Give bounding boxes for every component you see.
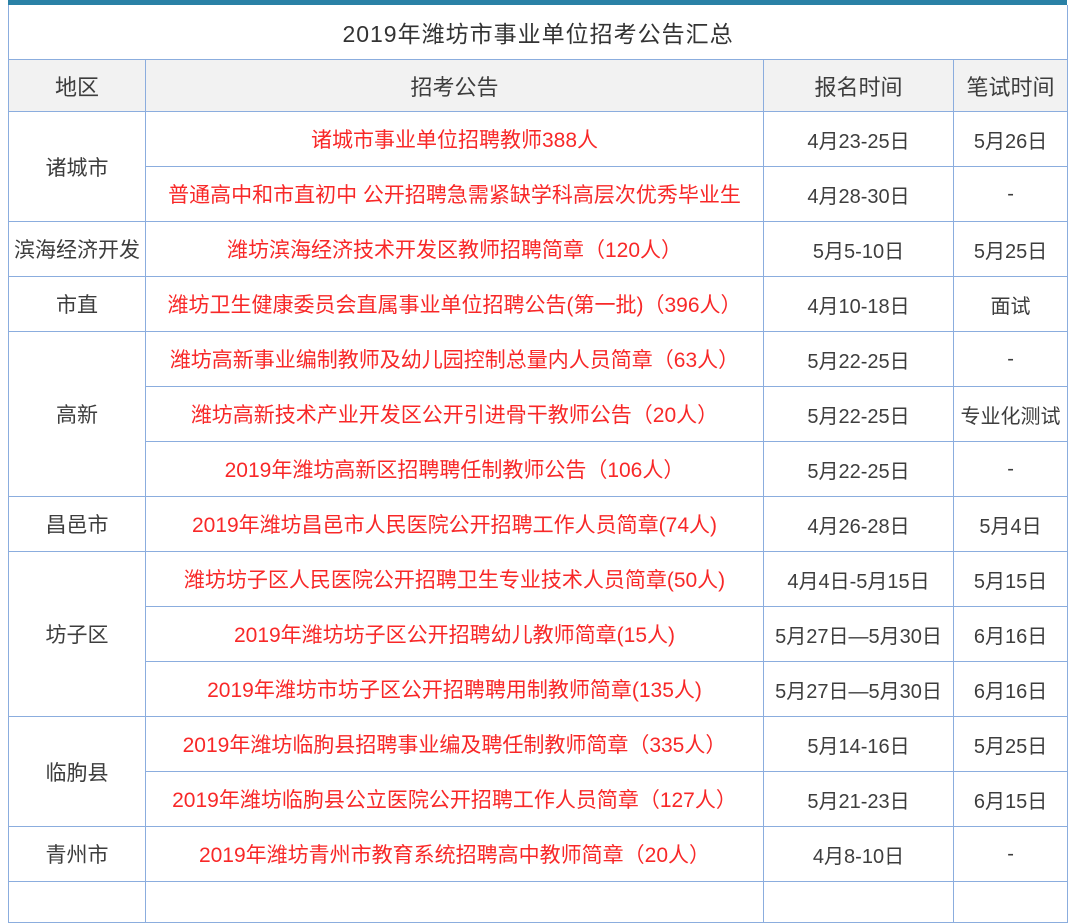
region-cell-gaoxin: 高新 xyxy=(8,331,146,497)
table-row: 青州市 2019年潍坊青州市教育系统招聘高中教师简章（20人） 4月8-10日 … xyxy=(8,826,1069,882)
signup-date: 4月23-25日 xyxy=(763,111,954,167)
announcement-link[interactable]: 潍坊坊子区人民医院公开招聘卫生专业技术人员简章(50人) xyxy=(145,551,764,607)
table-row-cutoff xyxy=(8,881,1069,923)
table-row: 诸城市 诸城市事业单位招聘教师388人 4月23-25日 5月26日 xyxy=(8,111,1069,222)
table-row: 2019年潍坊高新区招聘聘任制教师公告（106人） 5月22-25日 - xyxy=(9,441,1069,497)
recruitment-summary-table: 2019年潍坊市事业单位招考公告汇总 地区 招考公告 报名时间 笔试时间 诸城市… xyxy=(7,0,1069,923)
exam-date: 6月15日 xyxy=(952,771,1069,827)
table-row: 滨海经济开发 潍坊滨海经济技术开发区教师招聘简章（120人） 5月5-10日 5… xyxy=(8,221,1069,277)
announcement-link[interactable]: 诸城市事业单位招聘教师388人 xyxy=(145,111,764,167)
signup-date: 4月8-10日 xyxy=(763,826,954,882)
region-cell-shizhi: 市直 xyxy=(8,276,146,332)
region-cell-binhai: 滨海经济开发 xyxy=(8,221,146,277)
exam-date: 5月4日 xyxy=(952,496,1069,552)
announcement-link[interactable]: 2019年潍坊临朐县招聘事业编及聘任制教师简章（335人） xyxy=(145,716,764,772)
announcement-link[interactable]: 普通高中和市直初中 公开招聘急需紧缺学科高层次优秀毕业生 xyxy=(145,166,764,222)
exam-date: 专业化测试 xyxy=(952,386,1069,442)
signup-date: 5月21-23日 xyxy=(763,771,954,827)
announcement-link[interactable]: 2019年潍坊坊子区公开招聘幼儿教师简章(15人) xyxy=(145,606,764,662)
column-header-signup-time: 报名时间 xyxy=(763,59,954,112)
signup-date: 5月22-25日 xyxy=(763,441,954,497)
signup-date: 5月22-25日 xyxy=(763,331,954,387)
table-row: 坊子区 潍坊坊子区人民医院公开招聘卫生专业技术人员简章(50人) 4月4日-5月… xyxy=(8,551,1069,717)
signup-date: 4月10-18日 xyxy=(763,276,954,332)
table-row: 2019年潍坊临朐县公立医院公开招聘工作人员简章（127人） 5月21-23日 … xyxy=(9,771,1069,827)
table-row: 普通高中和市直初中 公开招聘急需紧缺学科高层次优秀毕业生 4月28-30日 - xyxy=(9,166,1069,222)
signup-date: 5月14-16日 xyxy=(763,716,954,772)
page-title: 2019年潍坊市事业单位招考公告汇总 xyxy=(7,5,1069,60)
announcement-link[interactable]: 2019年潍坊临朐县公立医院公开招聘工作人员简章（127人） xyxy=(145,771,764,827)
exam-date: 面试 xyxy=(952,276,1069,332)
table-row: 潍坊高新技术产业开发区公开引进骨干教师公告（20人） 5月22-25日 专业化测… xyxy=(9,386,1069,442)
region-cell-changyi: 昌邑市 xyxy=(8,496,146,552)
empty-cell xyxy=(952,881,1069,923)
region-cell-linqu: 临朐县 xyxy=(8,716,146,827)
signup-date: 5月27日—5月30日 xyxy=(763,661,954,717)
table-row: 2019年潍坊市坊子区公开招聘聘用制教师简章(135人) 5月27日—5月30日… xyxy=(9,661,1069,717)
announcement-link[interactable]: 潍坊高新技术产业开发区公开引进骨干教师公告（20人） xyxy=(145,386,764,442)
empty-cell xyxy=(8,881,146,923)
region-cell-zhucheng: 诸城市 xyxy=(8,111,146,222)
table-row: 高新 潍坊高新事业编制教师及幼儿园控制总量内人员简章（63人） 5月22-25日… xyxy=(8,331,1069,497)
region-cell-fangzi: 坊子区 xyxy=(8,551,146,717)
empty-cell xyxy=(763,881,954,923)
announcement-link[interactable]: 潍坊卫生健康委员会直属事业单位招聘公告(第一批)（396人） xyxy=(145,276,764,332)
announcement-link[interactable]: 2019年潍坊市坊子区公开招聘聘用制教师简章(135人) xyxy=(145,661,764,717)
exam-date: 5月25日 xyxy=(952,716,1069,772)
signup-date: 4月4日-5月15日 xyxy=(763,551,954,607)
exam-date: - xyxy=(952,441,1069,497)
exam-date: 5月26日 xyxy=(952,111,1069,167)
exam-date: 5月15日 xyxy=(952,551,1069,607)
announcement-link[interactable]: 潍坊高新事业编制教师及幼儿园控制总量内人员简章（63人） xyxy=(145,331,764,387)
announcement-link[interactable]: 2019年潍坊昌邑市人民医院公开招聘工作人员简章(74人) xyxy=(145,496,764,552)
announcement-link[interactable]: 2019年潍坊青州市教育系统招聘高中教师简章（20人） xyxy=(145,826,764,882)
signup-date: 5月5-10日 xyxy=(763,221,954,277)
announcement-link[interactable]: 潍坊滨海经济技术开发区教师招聘简章（120人） xyxy=(145,221,764,277)
signup-date: 4月26-28日 xyxy=(763,496,954,552)
column-header-announcement: 招考公告 xyxy=(145,59,764,112)
announcement-link[interactable]: 2019年潍坊高新区招聘聘任制教师公告（106人） xyxy=(145,441,764,497)
exam-date: - xyxy=(952,331,1069,387)
column-header-region: 地区 xyxy=(8,59,146,112)
top-accent-bar xyxy=(8,0,1067,5)
announcements-table: 2019年潍坊市事业单位招考公告汇总 地区 招考公告 报名时间 笔试时间 诸城市… xyxy=(7,5,1069,923)
signup-date: 4月28-30日 xyxy=(763,166,954,222)
exam-date: - xyxy=(952,826,1069,882)
table-row: 昌邑市 2019年潍坊昌邑市人民医院公开招聘工作人员简章(74人) 4月26-2… xyxy=(8,496,1069,552)
table-title-row: 2019年潍坊市事业单位招考公告汇总 xyxy=(7,5,1069,60)
column-header-exam-time: 笔试时间 xyxy=(952,59,1069,112)
signup-date: 5月22-25日 xyxy=(763,386,954,442)
table-row: 临朐县 2019年潍坊临朐县招聘事业编及聘任制教师简章（335人） 5月14-1… xyxy=(8,716,1069,827)
signup-date: 5月27日—5月30日 xyxy=(763,606,954,662)
table-row: 2019年潍坊坊子区公开招聘幼儿教师简章(15人) 5月27日—5月30日 6月… xyxy=(9,606,1069,662)
table-header-row: 地区 招考公告 报名时间 笔试时间 xyxy=(8,59,1069,112)
exam-date: 5月25日 xyxy=(952,221,1069,277)
exam-date: - xyxy=(952,166,1069,222)
table-row: 市直 潍坊卫生健康委员会直属事业单位招聘公告(第一批)（396人） 4月10-1… xyxy=(8,276,1069,332)
exam-date: 6月16日 xyxy=(952,606,1069,662)
empty-cell xyxy=(145,881,764,923)
region-cell-qingzhou: 青州市 xyxy=(8,826,146,882)
exam-date: 6月16日 xyxy=(952,661,1069,717)
